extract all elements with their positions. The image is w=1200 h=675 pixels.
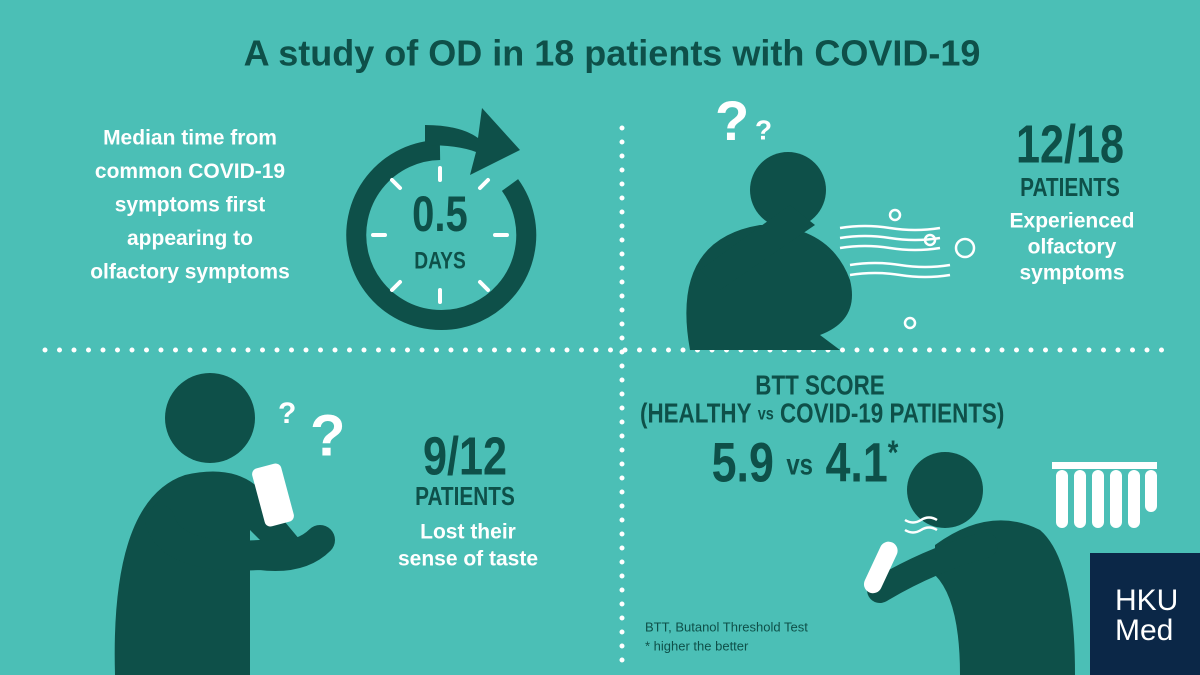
description-line: Median time from [103,127,277,150]
logo-text: Med [1115,614,1173,647]
panel-median-time: Median time from common COVID-19 symptoms … [90,108,537,330]
tube-rack [1052,462,1157,528]
btt-sub-covid: COVID-19 PATIENTS) [780,398,1004,429]
clock-arrow [425,108,520,175]
panel-taste: ? ? 9/12 PATIENTS Lost their sense of tas… [114,373,538,675]
btt-covid: 4.1 [825,431,887,494]
figure-arm [145,505,335,571]
description-line: common COVID-19 [95,160,285,183]
olfactory-value: 12/18 [1016,115,1124,175]
description-line: appearing to [127,227,253,250]
footnote: * higher the better [645,638,749,653]
median-value: 0.5 [412,186,468,242]
footnote: BTT, Butanol Threshold Test [645,619,808,634]
btt-healthy: 5.9 [712,431,774,494]
logo: HKU Med [1090,553,1200,675]
taste-value: 9/12 [423,427,507,487]
sniff-lines [904,516,938,534]
question-mark: ? [715,89,749,152]
figure-head [750,152,826,228]
description: Median time from common COVID-19 symptoms … [90,127,290,284]
description-line: olfactory [1028,236,1117,259]
btt-vs: vs [786,447,813,481]
btt-scores: 5.9 vs 4.1* [712,431,899,494]
panel-btt: BTT SCORE (HEALTHY vs COVID-19 PATIENTS)… [640,370,1157,675]
description-line: olfactory symptoms [90,261,290,284]
title: A study of OD in 18 patients with COVID-… [244,33,981,74]
logo-text: HKU [1115,584,1178,617]
question-mark: ? [310,403,345,468]
description-line: symptoms first [115,194,266,217]
figure-arm [700,205,815,290]
description-line: Lost their [420,521,516,544]
description-line: Experienced [1010,210,1135,233]
btt-sub-healthy: (HEALTHY [640,398,752,429]
test-tube [863,541,898,594]
figure-head [907,452,983,528]
clock-ticks [371,166,509,304]
btt-subheading: (HEALTHY vs COVID-19 PATIENTS) [640,398,1004,429]
question-mark: ? [278,397,296,430]
description: Lost their sense of taste [398,521,538,571]
median-unit: DAYS [414,246,466,274]
drink [252,463,294,527]
description-line: symptoms [1019,262,1124,285]
taste-unit: PATIENTS [415,482,515,511]
description: Experienced olfactory symptoms [1010,210,1135,285]
btt-sub-vs: vs [758,404,774,424]
figure-arm [867,532,998,603]
btt-heading: BTT SCORE [755,370,884,401]
cough-lines [839,208,976,330]
olfactory-unit: PATIENTS [1020,173,1120,202]
panel-olfactory: ? ? 12/18 PATIENTS Experienced olfactory s… [686,89,1134,350]
description-line: sense of taste [398,548,538,571]
figure-head [165,373,255,463]
question-mark: ? [755,114,772,145]
logo-box [1090,553,1200,675]
btt-asterisk: * [888,433,899,472]
clock-ring [346,140,537,330]
